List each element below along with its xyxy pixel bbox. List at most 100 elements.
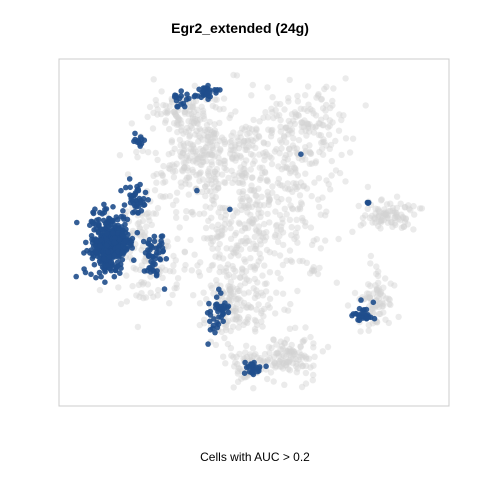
background-point <box>174 190 180 196</box>
highlighted-point <box>131 257 137 263</box>
background-point <box>329 158 335 164</box>
highlighted-point <box>298 151 304 157</box>
background-point <box>257 251 263 257</box>
background-point <box>169 137 175 143</box>
background-point <box>194 156 200 162</box>
background-point <box>241 170 247 176</box>
background-point <box>307 161 313 167</box>
background-point <box>329 102 335 108</box>
background-point <box>292 325 298 331</box>
background-point <box>229 168 235 174</box>
background-point <box>252 234 258 240</box>
background-point <box>141 258 147 264</box>
background-point <box>251 158 257 164</box>
highlighted-point <box>132 192 138 198</box>
highlighted-point <box>127 176 133 182</box>
background-point <box>158 170 164 176</box>
background-point <box>240 139 246 145</box>
background-point <box>252 193 258 199</box>
background-point <box>277 346 283 352</box>
background-point <box>182 249 188 255</box>
highlighted-point <box>244 365 250 371</box>
background-point <box>316 204 322 210</box>
background-point <box>243 343 249 349</box>
background-point <box>171 285 177 291</box>
background-point <box>190 211 196 217</box>
highlighted-point <box>110 204 116 210</box>
background-point <box>275 270 281 276</box>
background-point <box>275 180 281 186</box>
background-point <box>228 345 234 351</box>
background-point <box>321 86 327 92</box>
background-point <box>212 253 218 259</box>
background-point <box>286 197 292 203</box>
background-point <box>365 184 371 190</box>
background-point <box>138 279 144 285</box>
background-point <box>115 284 121 290</box>
background-point <box>123 272 129 278</box>
background-point <box>237 275 243 281</box>
background-point <box>252 246 258 252</box>
background-point <box>209 285 215 291</box>
background-point <box>279 216 285 222</box>
background-point <box>97 287 103 293</box>
background-point <box>205 218 211 224</box>
highlighted-point <box>127 185 133 191</box>
background-point <box>177 117 183 123</box>
highlighted-point <box>100 211 106 217</box>
highlighted-point <box>102 279 108 285</box>
highlighted-point <box>364 316 370 322</box>
background-point <box>133 292 139 298</box>
background-point <box>285 180 291 186</box>
highlighted-point <box>158 238 164 244</box>
background-point <box>117 152 123 158</box>
background-point <box>394 194 400 200</box>
highlighted-point <box>110 230 116 236</box>
background-point <box>342 178 348 184</box>
background-point <box>262 149 268 155</box>
background-point <box>166 126 172 132</box>
background-point <box>410 226 416 232</box>
background-point <box>259 170 265 176</box>
background-point <box>285 307 291 313</box>
background-point <box>295 184 301 190</box>
background-point <box>272 310 278 316</box>
background-point <box>382 275 388 281</box>
background-point <box>288 257 294 263</box>
background-point <box>290 356 296 362</box>
background-point <box>388 280 394 286</box>
background-point <box>235 288 241 294</box>
background-point <box>242 349 248 355</box>
background-point <box>231 384 237 390</box>
background-point <box>389 224 395 230</box>
background-point <box>308 151 314 157</box>
background-point <box>255 210 261 216</box>
background-point <box>273 101 279 107</box>
background-point <box>318 212 324 218</box>
background-point <box>240 188 246 194</box>
background-point <box>258 319 264 325</box>
background-point <box>264 376 270 382</box>
highlighted-point <box>178 101 184 107</box>
background-point <box>118 301 124 307</box>
background-point <box>398 212 404 218</box>
highlighted-point <box>162 286 168 292</box>
background-point <box>319 122 325 128</box>
highlighted-point <box>112 240 118 246</box>
background-point <box>184 165 190 171</box>
highlighted-point <box>365 200 371 206</box>
highlighted-point <box>104 220 110 226</box>
background-point <box>360 220 366 226</box>
background-point <box>268 106 274 112</box>
background-point <box>309 242 315 248</box>
background-point <box>186 191 192 197</box>
background-point <box>256 357 262 363</box>
background-point <box>305 83 311 89</box>
background-point <box>253 291 259 297</box>
background-point <box>163 103 169 109</box>
background-point <box>170 262 176 268</box>
background-point <box>223 265 229 271</box>
background-point <box>417 205 423 211</box>
background-point <box>150 294 156 300</box>
background-point <box>313 158 319 164</box>
